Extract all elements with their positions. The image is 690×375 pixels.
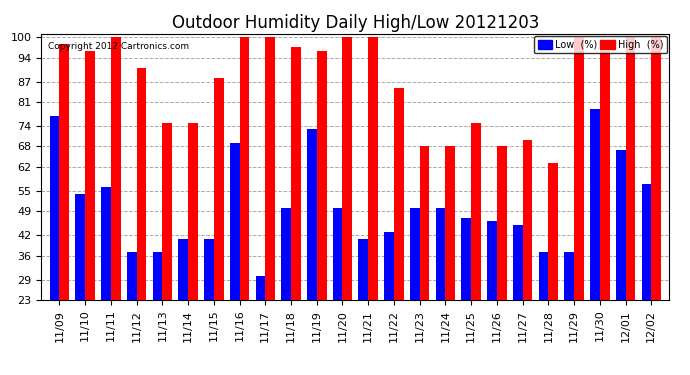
Bar bbox=[574, 37, 584, 300]
Bar bbox=[497, 146, 506, 300]
Bar bbox=[420, 146, 429, 300]
Bar bbox=[307, 129, 317, 300]
Bar bbox=[513, 225, 522, 300]
Title: Outdoor Humidity Daily High/Low 20121203: Outdoor Humidity Daily High/Low 20121203 bbox=[172, 14, 539, 32]
Bar bbox=[642, 184, 651, 300]
Bar bbox=[127, 252, 137, 300]
Bar bbox=[651, 37, 661, 300]
Bar bbox=[255, 276, 265, 300]
Bar bbox=[368, 37, 378, 300]
Bar bbox=[291, 47, 301, 300]
Bar bbox=[435, 208, 446, 300]
Bar bbox=[522, 140, 533, 300]
Bar bbox=[111, 37, 121, 300]
Bar bbox=[50, 116, 59, 300]
Bar bbox=[282, 208, 291, 300]
Bar bbox=[358, 238, 368, 300]
Bar bbox=[317, 51, 326, 300]
Bar bbox=[446, 146, 455, 300]
Bar bbox=[615, 150, 626, 300]
Legend: Low  (%), High  (%): Low (%), High (%) bbox=[534, 36, 667, 54]
Bar bbox=[342, 37, 353, 300]
Bar bbox=[214, 78, 224, 300]
Bar bbox=[137, 68, 146, 300]
Bar bbox=[152, 252, 162, 300]
Bar bbox=[204, 238, 214, 300]
Bar bbox=[394, 88, 404, 300]
Bar bbox=[549, 164, 558, 300]
Bar bbox=[178, 238, 188, 300]
Bar bbox=[590, 109, 600, 300]
Bar bbox=[101, 188, 111, 300]
Bar bbox=[59, 44, 69, 300]
Bar bbox=[333, 208, 342, 300]
Bar bbox=[230, 143, 239, 300]
Bar bbox=[85, 51, 95, 300]
Bar bbox=[487, 222, 497, 300]
Text: Copyright 2012 Cartronics.com: Copyright 2012 Cartronics.com bbox=[48, 42, 189, 51]
Bar bbox=[462, 218, 471, 300]
Bar bbox=[265, 37, 275, 300]
Bar bbox=[410, 208, 420, 300]
Bar bbox=[239, 37, 249, 300]
Bar bbox=[188, 123, 198, 300]
Bar bbox=[384, 232, 394, 300]
Bar bbox=[600, 51, 609, 300]
Bar bbox=[539, 252, 549, 300]
Bar bbox=[471, 123, 481, 300]
Bar bbox=[564, 252, 574, 300]
Bar bbox=[162, 123, 172, 300]
Bar bbox=[75, 194, 85, 300]
Bar bbox=[626, 37, 635, 300]
